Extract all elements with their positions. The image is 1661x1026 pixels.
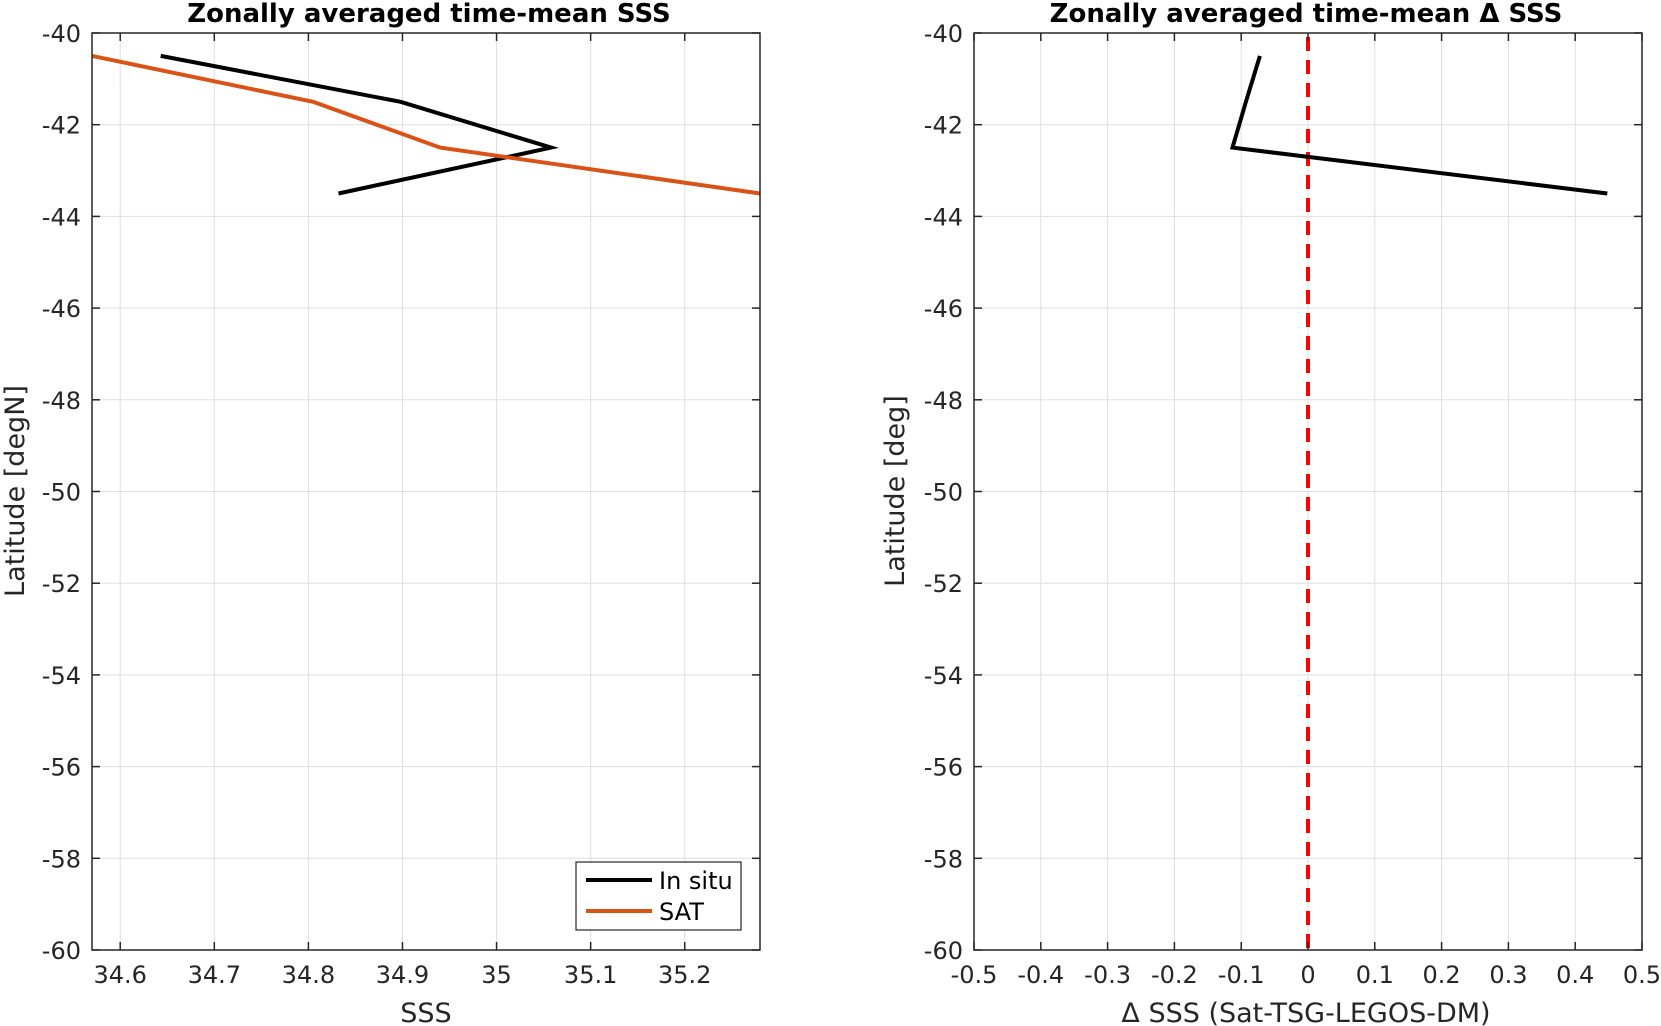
x-tick-label: 34.9 <box>376 961 429 989</box>
x-tick-label: -0.5 <box>951 961 998 989</box>
right-series <box>1229 37 1608 950</box>
x-tick-label: 34.6 <box>94 961 147 989</box>
x-tick-label: 0 <box>1300 961 1315 989</box>
x-tick-label: 35.1 <box>564 961 617 989</box>
legend-box <box>575 861 742 931</box>
left-y-label: Latitude [degN] <box>0 385 31 597</box>
x-tick-label: 34.7 <box>188 961 241 989</box>
left-grid <box>92 32 760 951</box>
right-grid <box>973 32 1643 951</box>
right-y-label: Latitude [deg] <box>880 395 911 587</box>
y-tick-label: -60 <box>42 937 81 965</box>
y-tick-label: -50 <box>924 479 963 507</box>
x-tick-label: 0.4 <box>1556 961 1594 989</box>
y-tick-label: -52 <box>924 570 963 598</box>
legend: In situ SAT <box>575 861 742 931</box>
y-tick-label: -48 <box>924 387 963 415</box>
x-tick-label: -0.1 <box>1218 961 1265 989</box>
y-tick-label: -42 <box>924 112 963 140</box>
y-tick-label: -50 <box>42 479 81 507</box>
y-tick-label: -44 <box>924 203 963 231</box>
y-tick-label: -42 <box>42 112 81 140</box>
x-tick-label: 0.1 <box>1356 961 1394 989</box>
y-tick-label: -48 <box>42 387 81 415</box>
y-tick-label: -44 <box>42 203 81 231</box>
x-tick-label: -0.3 <box>1084 961 1131 989</box>
legend-sat-label: SAT <box>659 898 704 926</box>
y-tick-label: -56 <box>924 754 963 782</box>
y-tick-label: -60 <box>924 937 963 965</box>
y-tick-label: -54 <box>42 662 81 690</box>
right-title: Zonally averaged time-mean Δ SSS <box>1050 0 1563 29</box>
legend-in-situ-label: In situ <box>659 867 733 895</box>
x-tick-label: 35.2 <box>658 961 711 989</box>
x-tick-label: -0.4 <box>1017 961 1064 989</box>
right-chart: Zonally averaged time-mean Δ SSS -0.5 -0.… <box>880 0 1661 1026</box>
y-tick-label: -54 <box>924 662 963 690</box>
y-tick-label: -46 <box>924 295 963 323</box>
y-tick-label: -46 <box>42 295 81 323</box>
x-tick-label: 34.8 <box>282 961 335 989</box>
y-tick-label: -40 <box>42 20 81 48</box>
right-ticks: -0.5 -0.4 -0.3 -0.2 -0.1 0 0.1 0.2 0.3 0.4 0.5 -60 -… <box>924 20 1661 989</box>
right-x-label: Δ SSS (Sat-TSG-LEGOS-DM) <box>1121 998 1490 1026</box>
left-ticks: 34.6 34.7 34.8 34.9 35 35.1 35.2 -60 -58 -56 -54 -5… <box>42 20 760 989</box>
x-tick-label: 35 <box>481 961 512 989</box>
left-title: Zonally averaged time-mean SSS <box>187 0 671 29</box>
left-chart: Zonally averaged time-mean SSS 34.6 34.7 3… <box>0 0 761 1026</box>
series-line-in-situ <box>160 53 560 196</box>
left-series <box>91 53 761 196</box>
x-tick-label: -0.2 <box>1151 961 1198 989</box>
y-tick-label: -40 <box>924 20 963 48</box>
y-tick-label: -58 <box>924 845 963 873</box>
x-tick-label: 0.3 <box>1489 961 1527 989</box>
y-tick-label: -56 <box>42 754 81 782</box>
series-line-delta-sss <box>1229 55 1608 196</box>
y-tick-label: -52 <box>42 570 81 598</box>
x-tick-label: 0.2 <box>1423 961 1461 989</box>
x-tick-label: 0.5 <box>1623 961 1661 989</box>
series-line-sat <box>91 53 761 196</box>
y-tick-label: -58 <box>42 845 81 873</box>
left-x-label: SSS <box>400 998 451 1026</box>
